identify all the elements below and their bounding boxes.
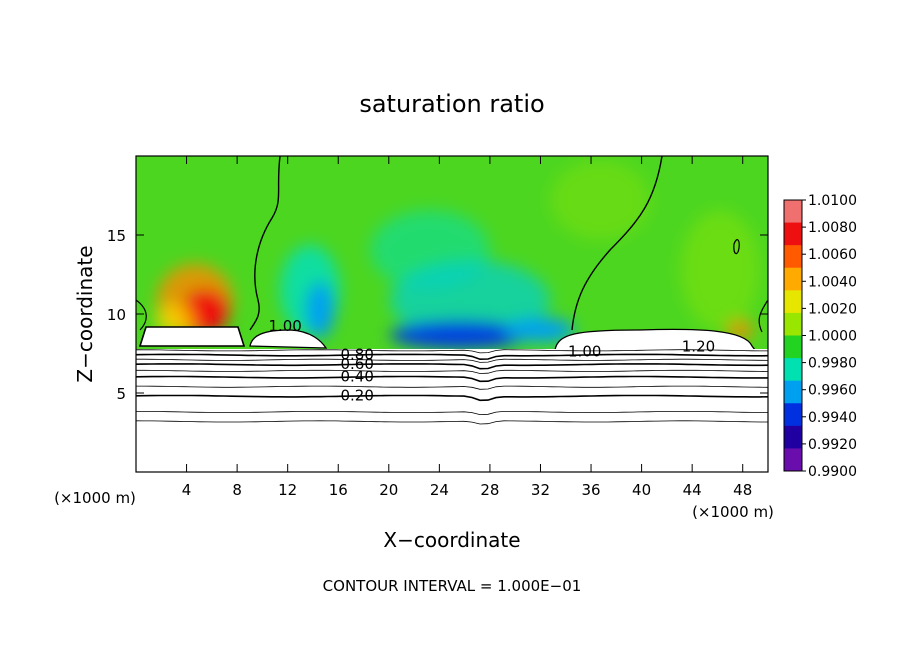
colorbar-label: 1.0000 xyxy=(808,329,857,345)
colorbar-swatch xyxy=(784,335,802,359)
cloud-region-left xyxy=(138,326,246,347)
contour-label: 0.80 xyxy=(340,346,373,364)
x-tick-label: 8 xyxy=(232,481,242,499)
x-tick-label: 24 xyxy=(430,481,449,499)
colorbar-label: 0.9980 xyxy=(808,356,857,372)
plot-area xyxy=(136,156,768,472)
x-axis: 4 8 12 16 20 24 28 32 36 40 44 48 xyxy=(182,156,752,499)
colorbar-swatch xyxy=(784,267,802,291)
contour-labels: 1.00 0.800.600.400.20 1.00 1.20 xyxy=(268,317,715,405)
contour-line-minor xyxy=(136,411,768,416)
contour-line-minor xyxy=(136,385,768,390)
colorbar-swatch xyxy=(784,245,802,269)
contour-line-minor xyxy=(136,358,768,363)
colorbar-label: 1.0020 xyxy=(808,301,857,317)
color-blobs xyxy=(155,160,760,349)
colorbar-label: 1.0080 xyxy=(808,220,857,236)
contour-line-0.60 xyxy=(136,363,768,370)
x-axis-label: X−coordinate xyxy=(383,528,520,552)
colorbar-label: 0.9940 xyxy=(808,410,857,426)
contour-interval-note: CONTOUR INTERVAL = 1.000E−01 xyxy=(323,577,582,595)
contour-label: 0.60 xyxy=(340,355,373,373)
y-tick-label: 10 xyxy=(107,306,126,324)
colorbar-label: 1.0040 xyxy=(808,274,857,290)
lower-layer xyxy=(136,349,768,472)
colorbar-label: 1.0100 xyxy=(808,193,857,209)
x-tick-label: 48 xyxy=(733,481,752,499)
colorbar-swatch xyxy=(784,425,802,449)
colorbar-swatch xyxy=(784,403,802,427)
colorbar-swatch xyxy=(784,222,802,246)
contour-label: 0.20 xyxy=(340,387,373,405)
contour-line-0.80 xyxy=(136,353,768,361)
colorbar-label: 0.9960 xyxy=(808,383,857,399)
chart-title: saturation ratio xyxy=(359,90,544,118)
region-boundary-left xyxy=(249,156,281,331)
x-tick-label: 16 xyxy=(329,481,348,499)
colorbar-label: 1.0060 xyxy=(808,247,857,263)
small-closed-contour xyxy=(733,239,740,255)
y-axis: 5 10 15 xyxy=(107,227,768,403)
contour-line-minor xyxy=(136,420,768,425)
contour-label: 1.00 xyxy=(568,342,601,360)
x-tick-label: 4 xyxy=(182,481,192,499)
region-boundary-left-edge xyxy=(136,299,147,331)
colorbar-swatch xyxy=(784,200,802,224)
contour-line-0.40 xyxy=(136,375,768,383)
colorbar-label: 0.9920 xyxy=(808,437,857,453)
colorbar-label: 0.9900 xyxy=(808,464,857,480)
colorbar: 1.0100 1.0080 1.0060 1.0040 1.0020 1.0000 0.99… xyxy=(783,193,857,480)
colorbar-swatch xyxy=(784,290,802,314)
contour-label: 1.20 xyxy=(682,338,715,356)
contour-lines xyxy=(136,349,768,425)
x-tick-label: 40 xyxy=(632,481,651,499)
y-tick-label: 15 xyxy=(107,227,126,245)
x-tick-label: 20 xyxy=(379,481,398,499)
region-boundary-right-edge xyxy=(758,299,768,333)
region-boundary-right xyxy=(571,156,663,331)
contour-line-minor xyxy=(136,369,768,374)
x-tick-label: 32 xyxy=(531,481,550,499)
colorbar-swatch xyxy=(784,358,802,382)
x-tick-label: 12 xyxy=(278,481,297,499)
contour-label: 0.40 xyxy=(340,368,373,386)
x-unit-right: (×1000 m) xyxy=(692,503,774,521)
colorbar-swatch xyxy=(784,312,802,336)
x-unit-left: (×1000 m) xyxy=(54,489,136,507)
x-tick-label: 44 xyxy=(683,481,702,499)
y-tick-label: 5 xyxy=(116,385,126,403)
contour-label: 1.00 xyxy=(268,317,301,335)
colorbar-swatch xyxy=(784,380,802,404)
x-tick-label: 28 xyxy=(480,481,499,499)
colorbar-swatch xyxy=(784,448,802,472)
x-tick-label: 36 xyxy=(581,481,600,499)
y-axis-label: Z−coordinate xyxy=(73,245,97,382)
contour-line-0.20 xyxy=(136,394,768,402)
cloud-region-right xyxy=(554,328,757,351)
cloud-region-middle xyxy=(249,329,328,349)
contour-line-minor xyxy=(136,349,768,354)
